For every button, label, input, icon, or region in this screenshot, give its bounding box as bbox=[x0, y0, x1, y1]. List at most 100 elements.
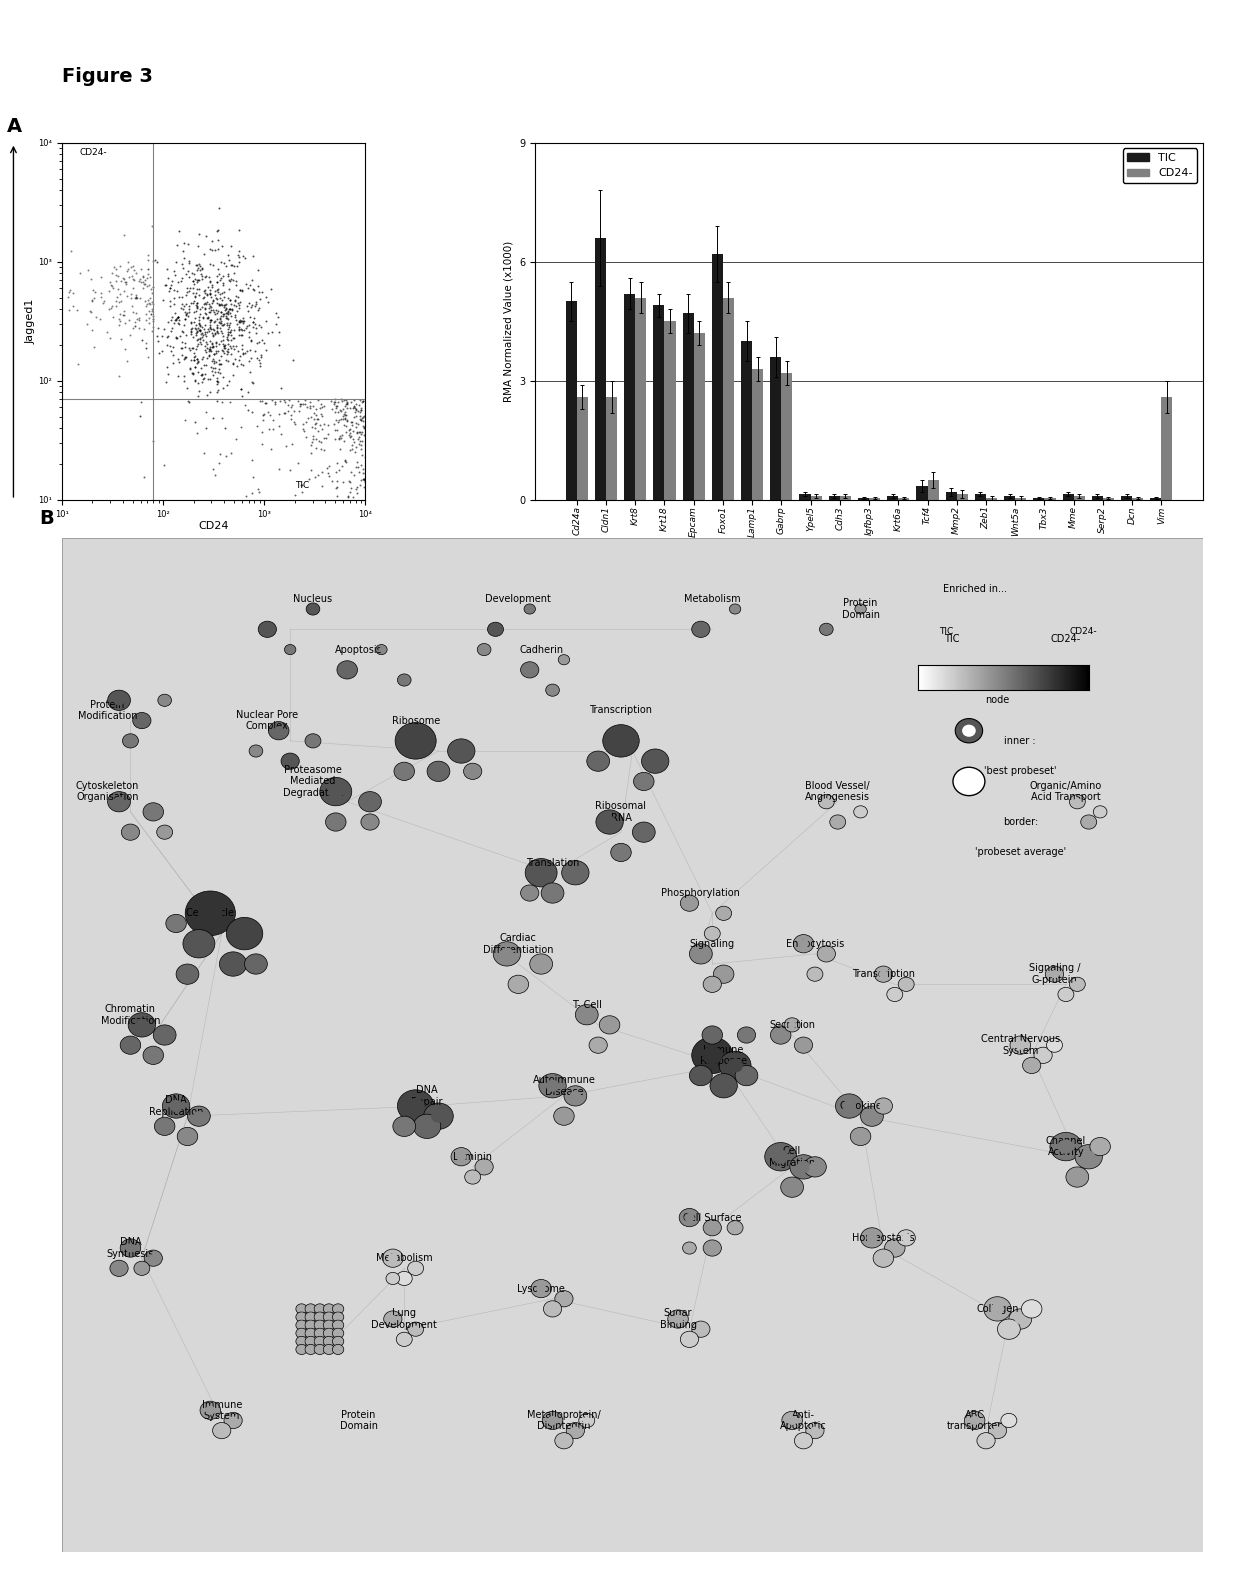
Circle shape bbox=[954, 767, 985, 795]
Circle shape bbox=[1045, 966, 1064, 982]
Point bbox=[301, 413, 321, 439]
Point bbox=[186, 322, 206, 347]
Point bbox=[188, 277, 208, 303]
Point bbox=[216, 333, 236, 358]
Point bbox=[278, 399, 298, 425]
Point bbox=[348, 459, 368, 485]
Point bbox=[350, 388, 370, 413]
Circle shape bbox=[993, 1427, 1002, 1435]
Point bbox=[247, 331, 267, 356]
Text: Cytokine: Cytokine bbox=[839, 1101, 882, 1110]
Circle shape bbox=[305, 1312, 316, 1323]
Circle shape bbox=[389, 1275, 397, 1281]
Point bbox=[207, 367, 227, 393]
Circle shape bbox=[686, 1245, 693, 1251]
Point bbox=[217, 306, 237, 331]
Point bbox=[139, 306, 159, 331]
Circle shape bbox=[335, 1331, 341, 1335]
Bar bbox=[653, 306, 665, 501]
Point bbox=[332, 453, 352, 478]
Circle shape bbox=[983, 1297, 1011, 1321]
Point bbox=[184, 360, 203, 385]
Circle shape bbox=[684, 1335, 694, 1343]
Point bbox=[130, 266, 150, 291]
Point bbox=[215, 312, 234, 337]
Point bbox=[221, 317, 241, 342]
Point bbox=[325, 412, 345, 437]
Point bbox=[201, 250, 221, 276]
Circle shape bbox=[161, 697, 169, 703]
Point bbox=[205, 342, 224, 367]
Circle shape bbox=[123, 733, 139, 748]
Point bbox=[171, 318, 191, 344]
Point bbox=[219, 247, 239, 272]
Point bbox=[190, 253, 210, 279]
Circle shape bbox=[324, 1345, 335, 1354]
Point bbox=[224, 336, 244, 361]
Point bbox=[216, 296, 236, 322]
Circle shape bbox=[448, 738, 475, 763]
Point bbox=[284, 409, 304, 434]
Point bbox=[311, 436, 331, 461]
Point bbox=[185, 355, 205, 380]
Point bbox=[210, 350, 229, 375]
Point bbox=[208, 217, 228, 242]
Point bbox=[218, 328, 238, 353]
Point bbox=[321, 388, 341, 413]
Bar bbox=[986, 497, 997, 501]
Point bbox=[187, 347, 207, 372]
Point bbox=[125, 285, 145, 310]
Point bbox=[196, 339, 216, 364]
Point bbox=[114, 223, 134, 249]
Circle shape bbox=[114, 1264, 124, 1272]
Point bbox=[281, 393, 301, 418]
Point bbox=[179, 388, 198, 413]
Circle shape bbox=[596, 809, 624, 835]
Circle shape bbox=[487, 623, 503, 637]
Point bbox=[218, 299, 238, 325]
Point bbox=[192, 255, 212, 280]
Bar bbox=[1132, 497, 1143, 501]
Point bbox=[352, 406, 372, 431]
Circle shape bbox=[707, 1031, 718, 1039]
Circle shape bbox=[697, 626, 706, 634]
Point bbox=[159, 310, 179, 336]
Point bbox=[112, 326, 131, 352]
Point bbox=[202, 290, 222, 315]
Circle shape bbox=[378, 646, 384, 653]
Point bbox=[193, 317, 213, 342]
Circle shape bbox=[702, 1026, 723, 1044]
Circle shape bbox=[317, 1338, 322, 1343]
Point bbox=[257, 309, 277, 334]
Point bbox=[185, 355, 205, 380]
Point bbox=[208, 360, 228, 385]
Point bbox=[217, 325, 237, 350]
Point bbox=[166, 325, 186, 350]
Point bbox=[186, 317, 206, 342]
Circle shape bbox=[1011, 1036, 1030, 1055]
Point bbox=[187, 257, 207, 282]
Text: Transcription: Transcription bbox=[852, 969, 915, 979]
Point bbox=[275, 432, 295, 458]
Point bbox=[347, 420, 367, 445]
Point bbox=[143, 318, 162, 344]
Point bbox=[191, 317, 211, 342]
Point bbox=[91, 265, 110, 290]
Point bbox=[140, 291, 160, 317]
Point bbox=[316, 425, 336, 450]
Point bbox=[222, 252, 242, 277]
Point bbox=[182, 315, 202, 341]
Point bbox=[265, 391, 285, 417]
Point bbox=[205, 307, 224, 333]
Point bbox=[188, 222, 208, 247]
Circle shape bbox=[1047, 1038, 1063, 1052]
Point bbox=[326, 393, 346, 418]
Point bbox=[140, 265, 160, 290]
Circle shape bbox=[314, 1319, 326, 1331]
Point bbox=[190, 317, 210, 342]
Point bbox=[258, 399, 278, 425]
Point bbox=[103, 260, 123, 285]
Point bbox=[182, 268, 202, 293]
Point bbox=[247, 345, 267, 371]
Point bbox=[238, 290, 258, 315]
